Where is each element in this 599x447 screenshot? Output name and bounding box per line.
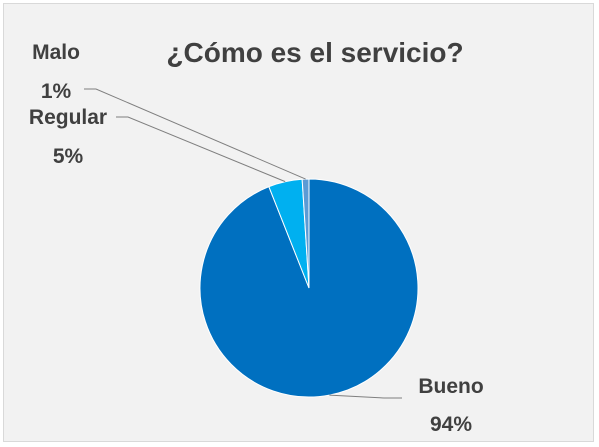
leader-line-bueno [329, 394, 402, 399]
chart-area: ¿Cómo es el servicio? Malo 1% Regular 5%… [3, 3, 594, 442]
leader-line-regular [116, 116, 286, 183]
chart-title: ¿Cómo es el servicio? [166, 37, 463, 68]
data-label-bueno-category: Bueno [418, 375, 483, 398]
pie-chart: ¿Cómo es el servicio? Malo 1% Regular 5%… [29, 37, 484, 436]
pie-slice-malo [301, 178, 310, 289]
data-label-bueno-percent: 94% [430, 413, 472, 436]
data-label-regular-percent: 5% [53, 145, 84, 168]
leader-line-malo [84, 88, 306, 180]
data-label-regular-category: Regular [29, 106, 107, 129]
pie-slices [199, 178, 419, 398]
data-label-malo-percent: 1% [41, 80, 72, 103]
leader-lines [84, 88, 402, 399]
data-label-malo-category: Malo [32, 41, 80, 64]
